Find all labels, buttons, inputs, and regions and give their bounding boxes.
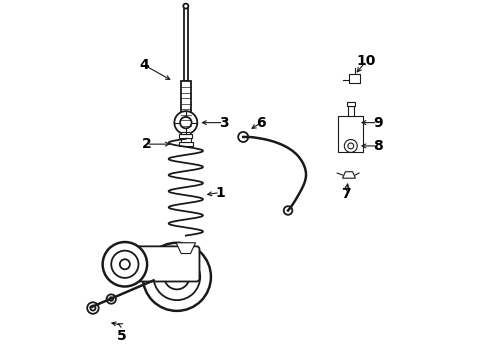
Circle shape: [91, 306, 96, 311]
Circle shape: [174, 111, 197, 134]
Bar: [181, 138, 191, 141]
Text: 4: 4: [140, 58, 149, 72]
Text: 8: 8: [373, 139, 383, 153]
Circle shape: [143, 243, 211, 311]
Circle shape: [164, 264, 190, 289]
Circle shape: [153, 253, 200, 300]
Circle shape: [120, 259, 130, 269]
Circle shape: [344, 139, 357, 152]
Text: 2: 2: [142, 137, 151, 151]
Bar: [179, 134, 192, 138]
Circle shape: [102, 242, 147, 287]
Polygon shape: [343, 172, 355, 178]
Bar: [338, 116, 364, 152]
Text: 10: 10: [357, 54, 376, 68]
Circle shape: [107, 294, 116, 304]
Text: 6: 6: [256, 116, 266, 130]
Text: 3: 3: [219, 116, 228, 130]
Bar: [179, 141, 193, 146]
Circle shape: [172, 273, 181, 281]
FancyBboxPatch shape: [119, 246, 199, 282]
Circle shape: [238, 132, 248, 142]
Text: 9: 9: [373, 116, 383, 130]
Circle shape: [111, 251, 139, 278]
Text: 5: 5: [117, 329, 126, 343]
Bar: [347, 106, 354, 116]
Bar: [181, 81, 191, 132]
Circle shape: [348, 143, 354, 149]
Circle shape: [183, 4, 188, 9]
Bar: [181, 132, 191, 134]
Text: 1: 1: [215, 185, 225, 199]
Bar: [346, 102, 355, 106]
Polygon shape: [176, 243, 196, 253]
Circle shape: [180, 117, 192, 129]
Bar: [349, 74, 361, 83]
Circle shape: [87, 302, 98, 314]
Text: 7: 7: [342, 186, 351, 201]
Circle shape: [109, 297, 113, 301]
Circle shape: [284, 206, 293, 215]
Bar: [184, 6, 188, 81]
